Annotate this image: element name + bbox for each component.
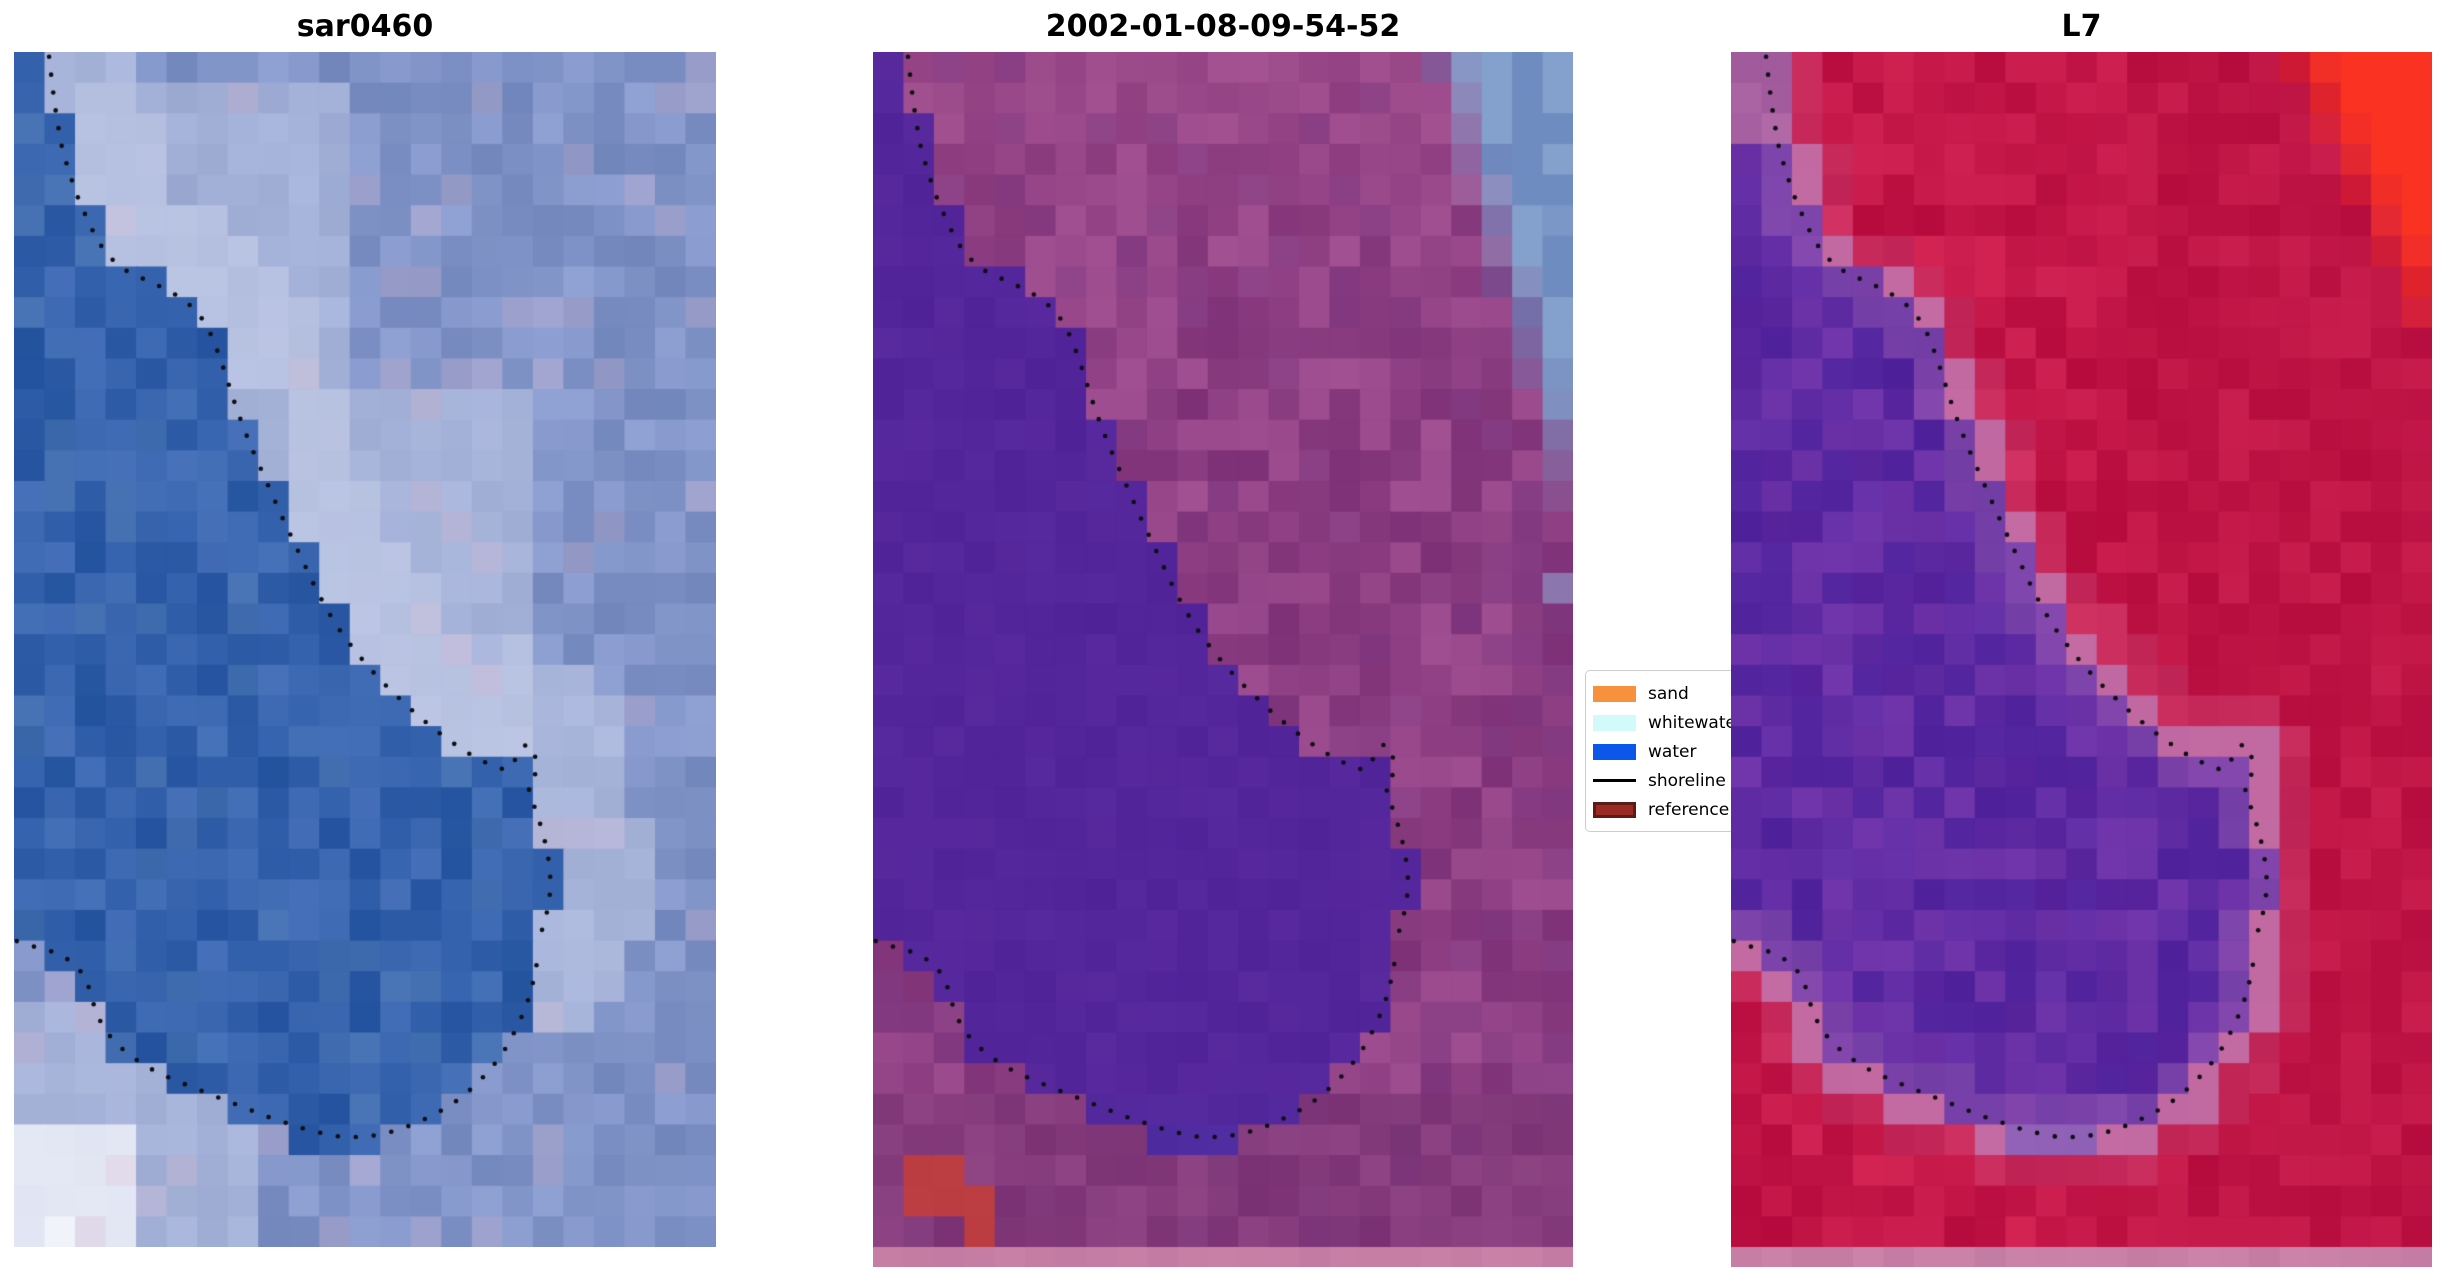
legend-label-sand: sand <box>1648 683 1689 704</box>
panel-title-l7: L7 <box>2061 9 2102 44</box>
satellite-image-l7 <box>1731 52 2432 1267</box>
reference-swatch-icon <box>1593 801 1636 818</box>
satellite-image-sar0460 <box>14 52 716 1247</box>
sand-swatch-icon <box>1593 685 1636 702</box>
legend-item-sand: sand <box>1593 679 1754 708</box>
panel-title-classified: 2002-01-08-09-54-52 <box>1045 9 1401 44</box>
water-swatch-icon <box>1593 743 1636 760</box>
legend-label-water: water <box>1648 741 1697 762</box>
legend-label-reference: reference <box>1648 799 1730 820</box>
legend-label-shoreline: shoreline <box>1648 770 1726 791</box>
legend-item-whitewater: whitewater <box>1593 708 1754 737</box>
shoreline-line-icon <box>1593 773 1636 789</box>
legend-item-reference: reference <box>1593 795 1754 824</box>
whitewater-swatch-icon <box>1593 714 1636 731</box>
legend: sand whitewater water shoreline referenc… <box>1585 670 1755 832</box>
legend-item-water: water <box>1593 737 1754 766</box>
satellite-image-classified <box>873 52 1573 1267</box>
legend-item-shoreline: shoreline <box>1593 766 1754 795</box>
panel-title-sar0460: sar0460 <box>296 9 434 44</box>
legend-label-whitewater: whitewater <box>1648 712 1743 733</box>
